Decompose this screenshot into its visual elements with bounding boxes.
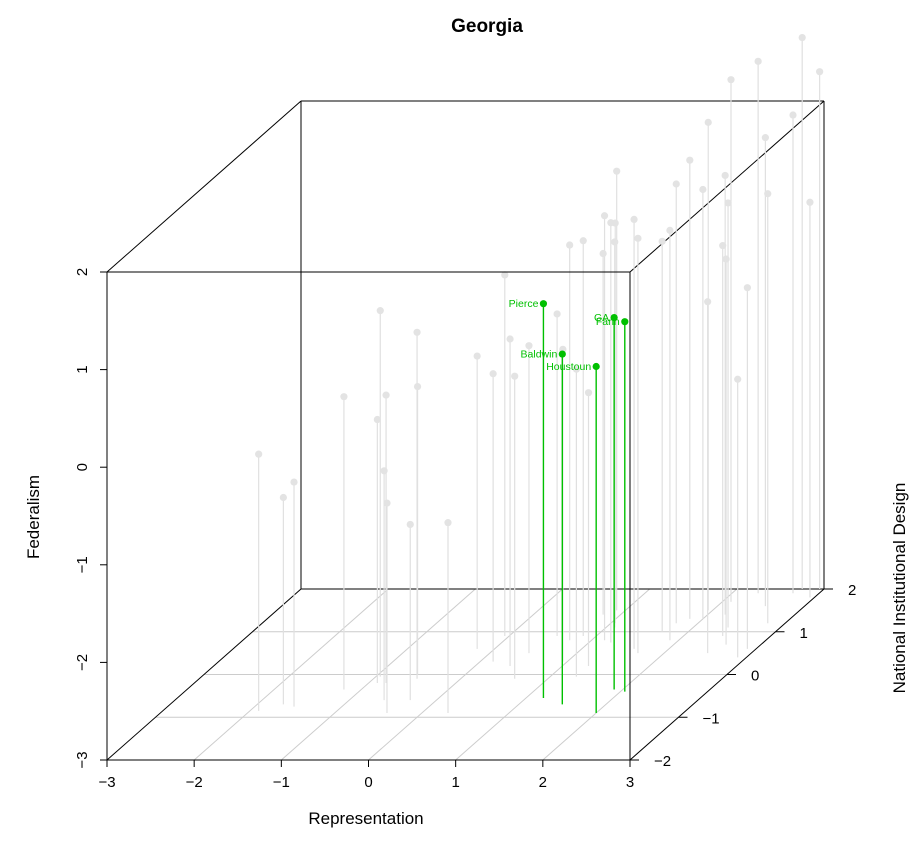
highlight-point xyxy=(610,314,618,322)
point-label: Fann xyxy=(596,316,620,328)
x-axis-title: Representation xyxy=(308,809,423,828)
chart-title: Georgia xyxy=(451,16,523,37)
data-point xyxy=(473,352,481,360)
data-point xyxy=(373,415,381,424)
data-point xyxy=(764,190,772,198)
y-tick-label: 2 xyxy=(74,268,91,276)
data-point xyxy=(789,111,797,119)
axes: −3 −2 −1 0 1 2 3 −3 −2 −1 0 1 2 −2 −1 0 1 2 xyxy=(74,268,856,791)
x-tick-label: 2 xyxy=(539,774,547,791)
data-point xyxy=(511,372,519,380)
y-tick-label: 1 xyxy=(74,365,91,373)
data-point xyxy=(734,375,742,383)
data-point xyxy=(727,76,735,84)
data-point xyxy=(566,241,574,249)
data-point xyxy=(658,237,666,245)
data-point xyxy=(279,493,287,502)
data-point xyxy=(798,33,806,42)
y-tick-label: −3 xyxy=(74,751,91,768)
floor-grid xyxy=(155,588,776,761)
z-tick-label: 2 xyxy=(848,582,856,599)
z-tick-label: 0 xyxy=(751,668,759,685)
data-point xyxy=(506,335,514,343)
z-axis-title: National Institutional Design xyxy=(890,483,909,694)
point-label: Pierce xyxy=(509,298,539,310)
data-point xyxy=(383,499,391,507)
x-tick-label: −3 xyxy=(98,774,115,791)
box-edge xyxy=(629,100,825,273)
data-point xyxy=(704,118,712,126)
highlight-point xyxy=(592,362,600,371)
data-point xyxy=(553,310,561,318)
highlight-point xyxy=(539,300,548,308)
point-label: GA xyxy=(594,312,609,324)
data-point xyxy=(413,382,422,391)
data-point xyxy=(666,226,674,234)
data-point xyxy=(584,389,593,397)
data-point xyxy=(572,365,580,373)
data-point xyxy=(444,519,452,527)
data-point xyxy=(704,298,712,306)
data-point xyxy=(525,342,533,350)
data-point xyxy=(743,284,751,292)
point-label: Houstoun xyxy=(546,361,591,373)
data-point xyxy=(413,328,421,336)
point-label: Baldwin xyxy=(521,349,558,361)
data-point xyxy=(754,57,762,65)
data-point xyxy=(672,180,680,188)
data-point xyxy=(290,478,298,486)
z-tick-label: 1 xyxy=(800,625,808,642)
data-point xyxy=(721,171,729,180)
data-point xyxy=(600,212,609,220)
x-tick-label: −2 xyxy=(186,774,203,791)
y-tick-label: −1 xyxy=(74,556,91,573)
x-tick-label: −1 xyxy=(273,774,290,791)
data-point xyxy=(489,370,497,378)
x-tick-label: 0 xyxy=(364,774,372,791)
y-tick-label: −2 xyxy=(74,654,91,671)
data-point xyxy=(816,68,824,76)
x-tick-label: 1 xyxy=(451,774,459,791)
data-point xyxy=(376,307,384,315)
data-point xyxy=(806,198,814,206)
box-front-edges xyxy=(106,271,631,761)
y-axis-title: Federalism xyxy=(24,475,43,559)
box-back-edges xyxy=(106,100,825,761)
data-point xyxy=(630,215,638,224)
data-point xyxy=(761,134,769,142)
data-point xyxy=(501,271,509,279)
x-tick-label: 3 xyxy=(626,774,634,791)
data-point xyxy=(722,255,730,263)
data-point xyxy=(599,249,607,258)
data-point xyxy=(406,520,414,529)
data-point xyxy=(255,450,263,458)
data-point xyxy=(699,185,707,194)
point-stems xyxy=(258,37,821,713)
data-point xyxy=(613,167,621,175)
data-point xyxy=(382,391,390,399)
box-edge xyxy=(106,588,302,761)
data-point xyxy=(634,234,642,242)
data-point xyxy=(724,199,732,207)
box-edge xyxy=(106,100,302,273)
data-point xyxy=(719,242,727,250)
y-tick-label: 0 xyxy=(74,463,91,471)
z-tick-label: −1 xyxy=(703,710,720,727)
highlight-point xyxy=(558,350,566,358)
data-point xyxy=(607,219,615,227)
data-point xyxy=(686,156,694,164)
data-point xyxy=(340,393,348,401)
data-point xyxy=(611,238,619,246)
data-point xyxy=(380,467,388,475)
data-point xyxy=(579,237,587,245)
z-tick-label: −2 xyxy=(654,753,671,770)
highlight-point xyxy=(621,318,629,326)
